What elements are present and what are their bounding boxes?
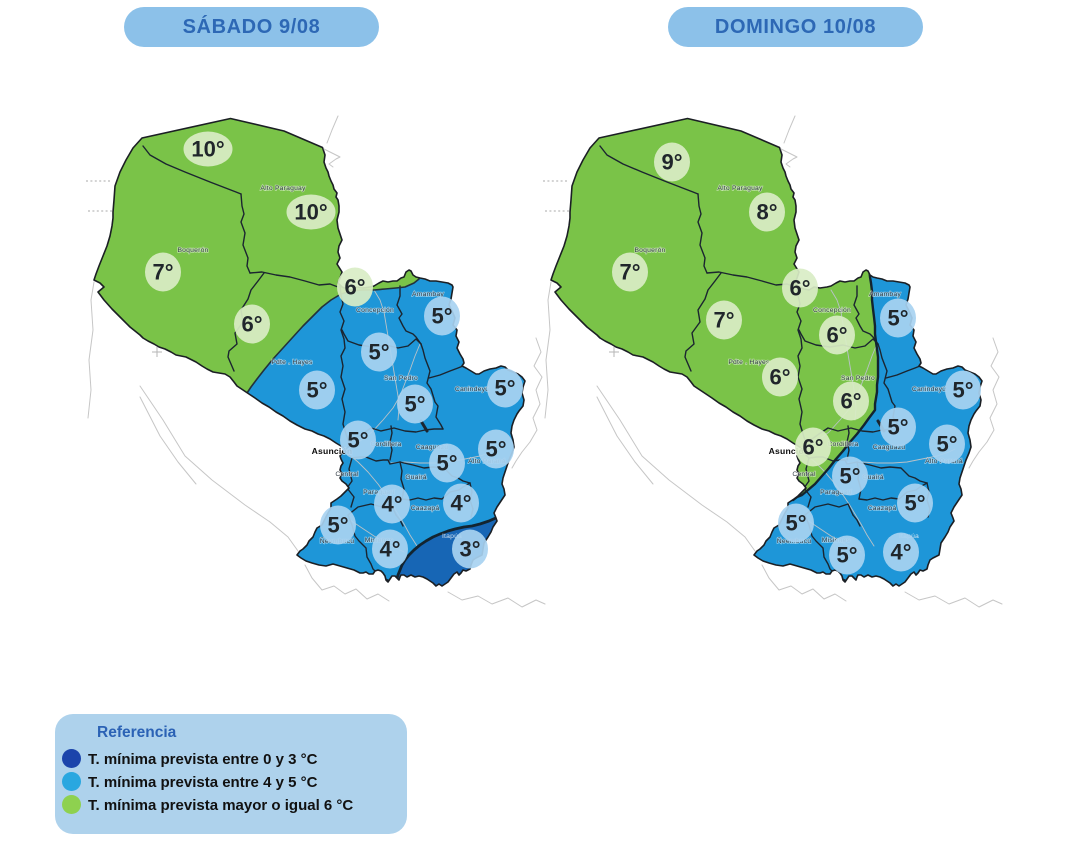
svg-text:Boquerón: Boquerón [177,247,208,254]
svg-text:4°: 4° [450,491,471,516]
svg-text:Concepción: Concepción [813,307,851,314]
svg-text:10°: 10° [294,200,327,225]
svg-text:Alto Paraguay: Alto Paraguay [717,185,763,192]
svg-text:5°: 5° [494,376,515,401]
svg-text:5°: 5° [431,304,452,329]
svg-text:5°: 5° [347,428,368,453]
svg-text:7°: 7° [619,260,640,285]
svg-text:Guairá: Guairá [862,474,884,481]
svg-text:Pdte . Hayes: Pdte . Hayes [271,359,313,366]
svg-text:Pdte . Hayes: Pdte . Hayes [728,359,770,366]
svg-text:3°: 3° [459,537,480,562]
svg-text:5°: 5° [306,378,327,403]
svg-text:Alto Paraguay: Alto Paraguay [260,185,306,192]
svg-text:5°: 5° [887,415,908,440]
svg-text:San Pedro: San Pedro [384,375,418,382]
svg-text:5°: 5° [785,511,806,536]
svg-text:4°: 4° [890,540,911,565]
svg-text:10°: 10° [191,137,224,162]
svg-text:Caaguazú: Caaguazú [416,444,449,451]
svg-text:5°: 5° [368,340,389,365]
svg-text:Canindeyú: Canindeyú [912,386,946,393]
svg-text:Cordillera: Cordillera [827,441,858,448]
svg-text:Amambay: Amambay [869,291,901,298]
svg-text:Boquerón: Boquerón [634,247,665,254]
svg-text:7°: 7° [713,308,734,333]
svg-text:8°: 8° [756,200,777,225]
svg-text:5°: 5° [887,306,908,331]
svg-text:Central: Central [335,471,359,478]
svg-text:5°: 5° [952,378,973,403]
svg-text:6°: 6° [344,275,365,300]
svg-text:9°: 9° [661,150,682,175]
svg-text:Paraguarí: Paraguarí [820,489,852,496]
svg-text:Asunción: Asunción [769,446,810,456]
svg-text:6°: 6° [802,435,823,460]
svg-text:6°: 6° [789,276,810,301]
svg-text:Central: Central [792,471,816,478]
svg-text:Canindeyú: Canindeyú [455,386,489,393]
svg-text:6°: 6° [826,323,847,348]
svg-text:6°: 6° [840,389,861,414]
svg-text:Caazapá: Caazapá [411,505,440,512]
svg-text:5°: 5° [404,392,425,417]
svg-text:7°: 7° [152,260,173,285]
svg-text:6°: 6° [241,312,262,337]
svg-text:Caaguazú: Caaguazú [873,444,906,451]
svg-text:5°: 5° [839,464,860,489]
svg-text:San Pedro: San Pedro [841,375,875,382]
svg-text:4°: 4° [379,537,400,562]
svg-text:5°: 5° [936,432,957,457]
svg-text:Caazapá: Caazapá [868,505,897,512]
svg-text:5°: 5° [327,513,348,538]
svg-text:Concepción: Concepción [356,307,394,314]
svg-text:5°: 5° [836,543,857,568]
svg-text:5°: 5° [485,437,506,462]
svg-text:Guairá: Guairá [405,474,427,481]
svg-text:5°: 5° [904,491,925,516]
svg-text:4°: 4° [381,492,402,517]
svg-text:Asunción: Asunción [312,446,353,456]
svg-text:Itapúa: Itapúa [442,533,462,540]
svg-text:6°: 6° [769,365,790,390]
svg-text:Amambay: Amambay [412,291,444,298]
svg-text:5°: 5° [436,451,457,476]
svg-text:Cordillera: Cordillera [370,441,401,448]
